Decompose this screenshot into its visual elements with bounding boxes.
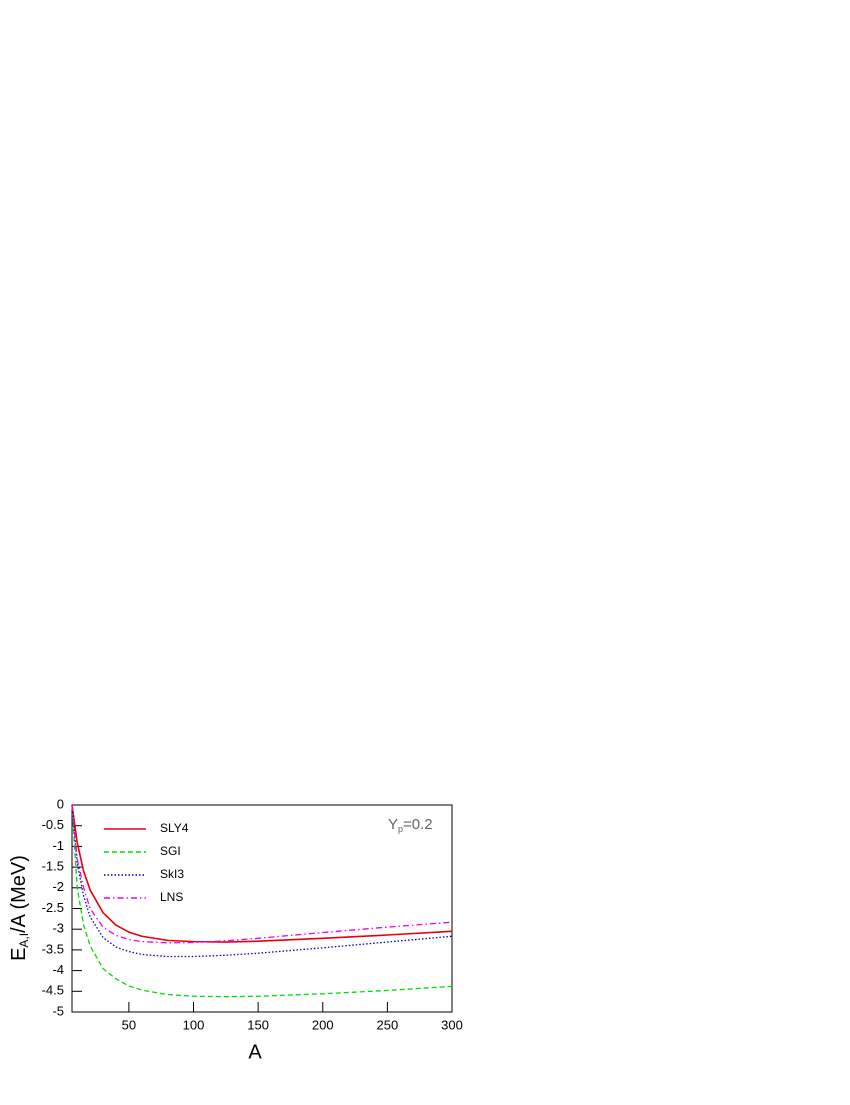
series-line [71,804,453,944]
annotation: Yp=0.2 [388,816,433,834]
y-label-main: E [8,948,30,961]
x-tick-label: 150 [247,1017,269,1032]
y-tick-label: -1 [52,838,64,853]
x-axis-label: A [248,1041,262,1063]
x-tick-label: 200 [312,1017,334,1032]
annotation-sub: p [398,824,403,834]
x-tick-label: 300 [441,1017,463,1032]
y-tick-label: 0 [57,796,64,811]
x-tick-label: 100 [183,1017,205,1032]
plot-frame [71,804,453,1013]
y-tick-label: -1.5 [42,859,64,874]
x-tick-label: 50 [122,1017,136,1032]
y-label-sub: A,I [17,933,31,948]
y-tick-label: -2 [52,879,64,894]
annotation-rest: =0.2 [403,816,433,833]
legend-label: SkI3 [160,867,184,881]
series-line [71,804,453,943]
y-tick-label: -3.5 [42,941,64,956]
y-label-rest: /A (MeV) [8,855,30,933]
legend-label: SGI [160,844,181,858]
legend-label: SLY4 [160,821,189,835]
y-tick-label: -4 [52,962,64,977]
series-line [71,804,453,998]
y-tick-label: -0.5 [42,817,64,832]
y-tick-label: -5 [52,1003,64,1018]
y-tick-label: -4.5 [42,983,64,998]
annotation-main: Y [388,816,398,833]
x-tick-label: 250 [377,1017,399,1032]
series-line [71,804,453,958]
y-tick-label: -3 [52,921,64,936]
y-axis-label: EA,I/A (MeV) [8,855,31,961]
legend-label: LNS [160,890,183,904]
y-tick-label: -2.5 [42,900,64,915]
